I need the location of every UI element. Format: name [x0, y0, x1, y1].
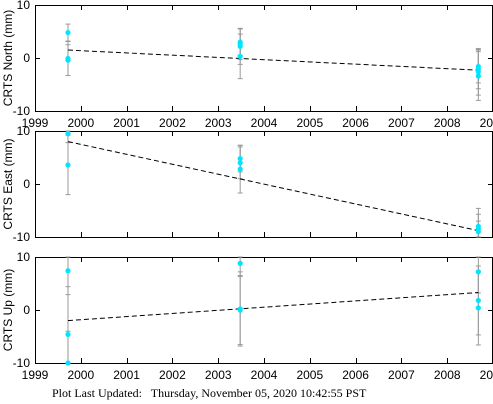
data-point	[65, 360, 71, 366]
y-tick-label: -10	[13, 230, 31, 244]
chart-panel-1: 1999 2000 2001 2002 2003 2004 2005 2006 2007 2008…	[1, 0, 493, 130]
x-tick-label: 1999	[22, 368, 49, 382]
trend-line	[67, 49, 479, 71]
y-tick-label: 0	[23, 303, 30, 317]
y-tick-label: 10	[17, 250, 31, 264]
data-point	[237, 39, 243, 45]
data-point	[475, 69, 481, 75]
data-point	[237, 307, 243, 313]
x-tick-label: 2001	[113, 368, 140, 382]
data-point	[475, 297, 481, 304]
trend-line	[67, 292, 479, 322]
data-point	[475, 229, 481, 235]
x-tick-label: 2002	[159, 368, 186, 382]
x-tick-label: 2003	[205, 368, 232, 382]
data-point	[237, 155, 243, 162]
data-point	[237, 160, 243, 166]
data-point	[475, 73, 481, 79]
y-tick-label: 10	[17, 124, 31, 138]
trend-line	[67, 141, 479, 232]
x-tick-label: 2001	[113, 116, 140, 130]
data-point	[237, 166, 243, 172]
y-tick-label: 0	[23, 51, 30, 65]
data-point	[65, 162, 71, 168]
data-point	[237, 53, 243, 60]
y-tick-label: 0	[23, 177, 30, 191]
x-tick-label: 2007	[388, 368, 415, 382]
x-tick-label: 2008	[434, 116, 461, 130]
data-point	[65, 331, 71, 337]
y-tick-label: -10	[13, 356, 31, 370]
chart-panel-3: 1999 2000 2001 2002 2003 2004 2005 2006 2007 2008…	[1, 250, 493, 382]
y-axis-label: CRTS Up (mm)	[1, 269, 15, 351]
y-axis-label: CRTS East (mm)	[1, 138, 15, 229]
data-point	[65, 131, 71, 137]
x-tick-label: 1999	[22, 116, 49, 130]
y-tick-label: 10	[17, 0, 31, 12]
x-tick-label: 2002	[159, 116, 186, 130]
y-tick-label: -10	[13, 104, 31, 118]
plot-frame	[35, 5, 493, 112]
plot-updated-footer: Plot Last Updated: Thursday, November 05…	[52, 386, 366, 401]
x-tick-label: 2007	[388, 116, 415, 130]
x-tick-label: 2005	[296, 368, 323, 382]
data-point	[65, 57, 71, 63]
plot-updated-label: Plot Last Updated:	[52, 386, 142, 400]
data-point	[65, 268, 71, 274]
data-point	[237, 260, 243, 266]
x-tick-label: 2004	[251, 368, 278, 382]
data-point	[475, 269, 481, 275]
x-tick-label: 2005	[296, 116, 323, 130]
x-tick-label: 2000	[67, 368, 94, 382]
plot-frame	[35, 257, 493, 364]
x-tick-label: 2006	[342, 116, 369, 130]
x-tick-label: 2009	[480, 368, 493, 382]
x-tick-label: 2008	[434, 368, 461, 382]
x-tick-label: 2000	[67, 116, 94, 130]
x-tick-label: 2006	[342, 368, 369, 382]
data-point	[65, 29, 71, 36]
x-tick-label: 2004	[251, 116, 278, 130]
x-tick-label: 2009	[480, 116, 493, 130]
data-point	[475, 305, 481, 311]
x-tick-label: 2003	[205, 116, 232, 130]
plot-updated-timestamp: Thursday, November 05, 2020 10:42:55 PST	[150, 386, 367, 400]
y-axis-label: CRTS North (mm)	[1, 10, 15, 106]
